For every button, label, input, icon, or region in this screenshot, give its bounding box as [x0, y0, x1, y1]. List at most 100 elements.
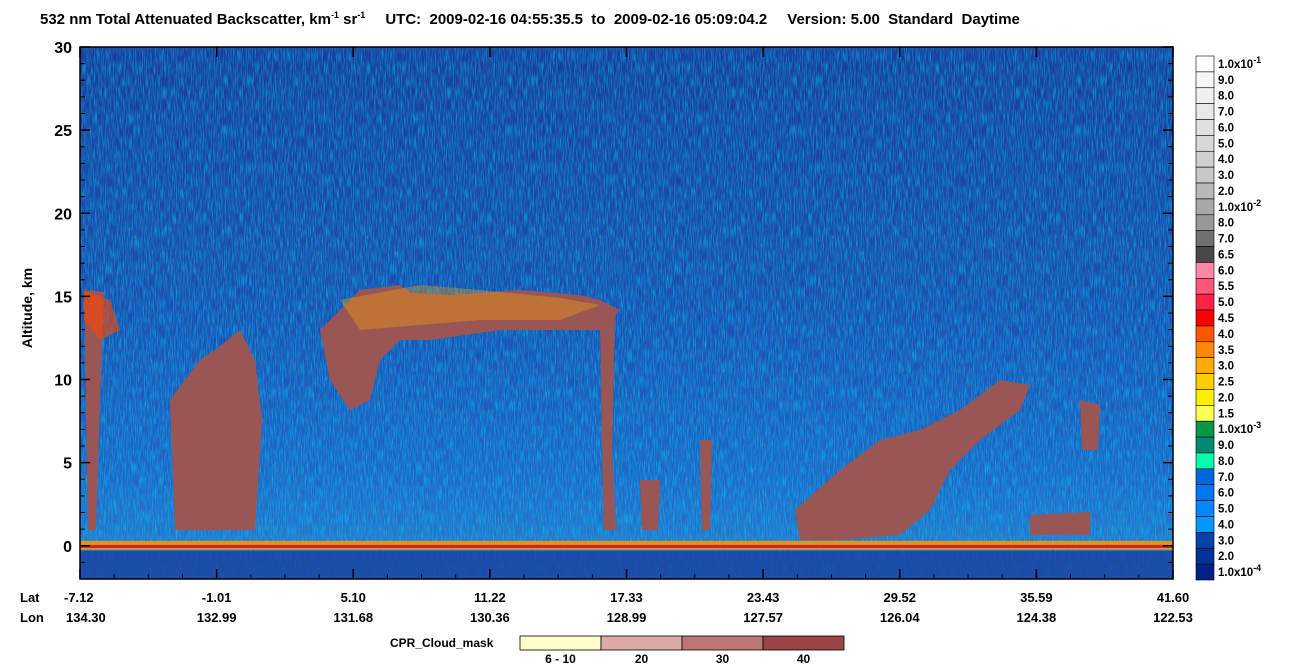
lat-tick-label: 29.52: [883, 590, 916, 605]
colorbar-swatch: [1195, 436, 1215, 454]
lon-tick-label: 124.38: [1016, 610, 1056, 625]
colorbar-label: 7.0: [1218, 234, 1234, 246]
colorbar-label: 1.0x10-2: [1218, 198, 1261, 214]
colorbar-swatch: [1195, 563, 1215, 581]
lat-tick-label: -7.12: [64, 590, 94, 605]
colorbar-swatch: [1195, 103, 1215, 120]
colorbar-label: 9.0: [1218, 440, 1234, 452]
cpr-bin-label: 40: [797, 652, 811, 666]
colorbar-label: 1.0x10-1: [1218, 55, 1261, 71]
colorbar-swatch: [1195, 484, 1215, 501]
lon-tick-label: 122.53: [1153, 610, 1193, 625]
cpr-swatch: [762, 635, 845, 651]
lat-tick-label: 5.10: [341, 590, 366, 605]
y-tick-label: 20: [54, 206, 72, 223]
colorbar-swatch: [1195, 150, 1215, 168]
colorbar-label: 7.0: [1218, 472, 1234, 484]
colorbar-swatch: [1195, 71, 1215, 89]
colorbar-swatch: [1195, 309, 1215, 327]
cloud-mask-region: [600, 310, 616, 530]
y-tick-label: 15: [54, 289, 72, 306]
colorbar-label: 3.0: [1218, 535, 1234, 547]
cpr-cloud-mask-label: CPR_Cloud_mask: [390, 636, 494, 650]
colorbar-label: 3.0: [1218, 170, 1234, 182]
surface-line: [80, 544, 1173, 548]
colorbar-label: 3.0: [1218, 361, 1234, 373]
colorbar-label: 8.0: [1218, 91, 1234, 103]
colorbar-swatch: [1195, 452, 1215, 470]
lat-tick-label: 11.22: [474, 590, 506, 605]
colorbar-label: 5.0: [1218, 504, 1234, 516]
colorbar-swatch: [1195, 405, 1215, 422]
colorbar-label: 6.0: [1218, 265, 1234, 277]
lat-tick-label: 41.60: [1157, 590, 1190, 605]
lon-tick-label: 131.68: [333, 610, 373, 625]
colorbar-label: 5.0: [1218, 138, 1234, 150]
colorbar-label: 8.0: [1218, 456, 1234, 468]
colorbar-label: 1.0x10-3: [1218, 420, 1261, 436]
cloud-mask-region: [795, 380, 1030, 540]
lat-tick-label: 17.33: [610, 590, 643, 605]
colorbar-label: 1.5: [1218, 408, 1235, 420]
colorbar-swatch: [1195, 182, 1215, 200]
y-tick-label: 5: [63, 456, 72, 473]
cpr-swatch: [681, 635, 764, 651]
y-tick-label: 0: [63, 539, 72, 556]
colorbar-swatch: [1195, 532, 1215, 549]
colorbar-label: 5.5: [1218, 281, 1235, 293]
lon-tick-label: 132.99: [197, 610, 237, 625]
colorbar-label: 8.0: [1218, 218, 1234, 230]
colorbar-label: 2.0: [1218, 551, 1234, 563]
colorbar-swatch: [1195, 547, 1215, 565]
cpr-bin-label: 30: [716, 652, 730, 666]
colorbar-swatch: [1195, 373, 1215, 390]
lat-tick-label: -1.01: [202, 590, 232, 605]
colorbar-swatch: [1195, 198, 1215, 216]
colorbar-swatch: [1195, 55, 1215, 73]
colorbar-label: 6.0: [1218, 122, 1234, 134]
colorbar-swatch: [1195, 420, 1215, 438]
lon-tick-label: 127.57: [743, 610, 783, 625]
lon-tick-label: 128.99: [607, 610, 647, 625]
cpr-bin-label: 6 - 10: [545, 652, 576, 666]
y-tick-label: 25: [54, 123, 72, 140]
colorbar-swatch: [1195, 87, 1215, 104]
colorbar-swatch: [1195, 341, 1215, 358]
colorbar-swatch: [1195, 262, 1215, 279]
colorbar-swatch: [1195, 516, 1215, 533]
lat-tick-label: 35.59: [1020, 590, 1053, 605]
y-axis-label: Altitude, km: [19, 267, 35, 349]
lon-tick-label: 130.36: [470, 610, 510, 625]
cloud-mask-region: [84, 290, 104, 530]
lon-row-label: Lon: [20, 610, 44, 625]
cirrus-edge: [84, 290, 120, 340]
colorbar-label: 1.0x10-4: [1218, 563, 1261, 579]
colorbar-label: 2.5: [1218, 377, 1235, 389]
colorbar-swatch: [1195, 468, 1215, 486]
lat-row-label: Lat: [20, 590, 40, 605]
colorbar-label: 4.0: [1218, 519, 1234, 531]
colorbar-label: 2.0: [1218, 186, 1234, 198]
cloud-mask-region: [1030, 512, 1090, 535]
colorbar-label: 7.0: [1218, 107, 1234, 119]
colorbar-swatch: [1195, 325, 1215, 343]
colorbar-swatch: [1195, 230, 1215, 247]
chart-title: 532 nm Total Attenuated Backscatter, km-…: [40, 10, 1020, 28]
colorbar-swatch: [1195, 357, 1215, 374]
cpr-swatch: [519, 635, 602, 651]
cpr-swatch: [600, 635, 683, 651]
colorbar-label: 6.0: [1218, 488, 1234, 500]
colorbar-label: 3.5: [1218, 345, 1235, 357]
colorbar-swatch: [1195, 278, 1215, 295]
colorbar-label: 6.5: [1218, 249, 1235, 261]
cpr-bin-label: 20: [635, 652, 649, 666]
cloud-mask-region: [360, 290, 620, 340]
cloud-mask-region: [1080, 400, 1100, 450]
lon-tick-label: 126.04: [880, 610, 921, 625]
cloud-mask-region: [700, 440, 712, 530]
colorbar-swatch: [1195, 500, 1215, 517]
cloud-mask-region: [170, 330, 262, 530]
colorbar-label: 4.0: [1218, 329, 1234, 341]
lon-tick-label: 134.30: [66, 610, 106, 625]
